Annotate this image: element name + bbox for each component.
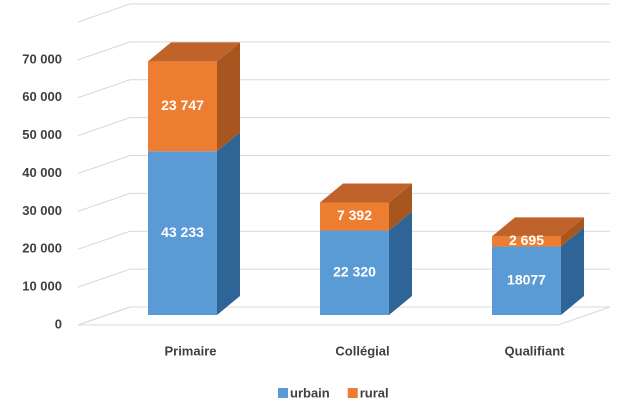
bar-front: [148, 61, 217, 152]
y-tick-label: 40 000: [22, 165, 62, 180]
bar-side: [389, 183, 412, 231]
y-tick-label: 0: [55, 316, 62, 331]
y-tick-label: 50 000: [22, 127, 62, 142]
value-label: 43 233: [161, 224, 204, 240]
grid-line: [77, 268, 610, 288]
bar-side: [389, 211, 412, 315]
bar-front: [320, 230, 389, 315]
bar-front: [492, 246, 561, 315]
y-tick-label: 20 000: [22, 241, 62, 256]
value-label: 18077: [507, 271, 546, 287]
x-tick-label: Primaire: [164, 343, 216, 358]
x-tick-label: Qualifiant: [505, 343, 566, 358]
y-tick-label: 30 000: [22, 203, 62, 218]
floor: [77, 306, 611, 326]
bar-front: [148, 151, 217, 315]
bar-side: [561, 217, 584, 247]
value-label: 23 747: [161, 97, 204, 113]
value-label: 2 695: [509, 232, 544, 248]
legend-label: rural: [360, 385, 389, 400]
y-tick-label: 70 000: [22, 51, 62, 66]
bar-top: [492, 217, 584, 237]
legend-swatch: [278, 388, 288, 398]
value-label: 7 392: [337, 207, 372, 223]
y-tick-label: 10 000: [22, 279, 62, 294]
grid-line: [77, 41, 610, 61]
bar-top: [320, 183, 412, 203]
grid-line: [77, 230, 610, 250]
bar-side: [217, 132, 240, 315]
grid-line: [77, 155, 610, 174]
y-tick-label: 60 000: [22, 89, 62, 104]
bar-side: [217, 42, 240, 152]
legend-swatch: [347, 388, 358, 398]
bar-top: [148, 42, 240, 62]
legend-label: urbain: [290, 385, 330, 400]
value-label: 22 320: [333, 263, 376, 279]
x-tick-label: Collégial: [335, 343, 389, 358]
grid-line: [77, 117, 610, 137]
bar-front: [492, 236, 561, 247]
bar-side: [561, 227, 584, 315]
grid-line: [77, 192, 610, 212]
grid-line: [77, 3, 610, 23]
bar-front: [320, 202, 389, 231]
grid-line: [77, 79, 610, 99]
